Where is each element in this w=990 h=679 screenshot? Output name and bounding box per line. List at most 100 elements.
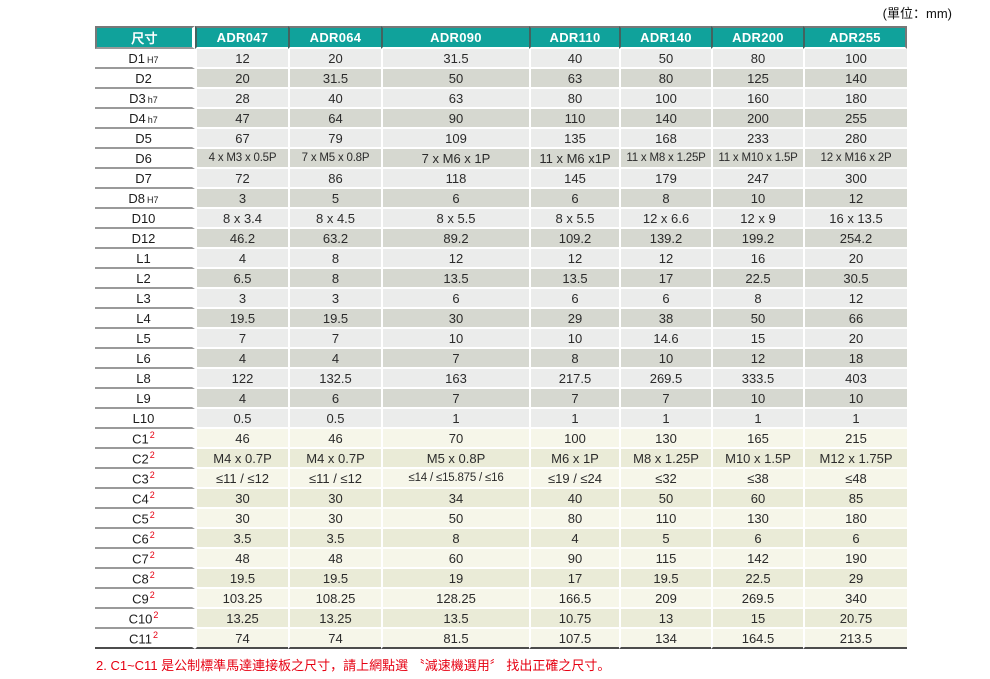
value-cell: 10 bbox=[711, 189, 803, 209]
value-cell: 100 bbox=[619, 89, 711, 109]
value-cell: 125 bbox=[711, 69, 803, 89]
table-row: L6 4 4 7 8 10 12 18 bbox=[95, 349, 907, 369]
value-cell: ≤32 bbox=[619, 469, 711, 489]
value-cell: 5 bbox=[619, 529, 711, 549]
value-cell: M4 x 0.7P bbox=[195, 449, 288, 469]
value-cell: 50 bbox=[619, 49, 711, 69]
footnote-superscript: 2 bbox=[149, 529, 155, 540]
table-row: L9 4 6 7 7 7 10 10 bbox=[95, 389, 907, 409]
table-row: C72 48 48 60 90 115 142 190 bbox=[95, 549, 907, 569]
value-cell: 12 x 6.6 bbox=[619, 209, 711, 229]
footnote-superscript: 2 bbox=[149, 549, 155, 560]
value-cell: 7 bbox=[381, 349, 529, 369]
value-cell: 17 bbox=[619, 269, 711, 289]
table-header-row: 尺寸 ADR047 ADR064 ADR090 ADR110 ADR140 ADR200 AD… bbox=[95, 26, 907, 49]
tolerance-subscript: H7 bbox=[147, 54, 159, 65]
value-cell: 215 bbox=[803, 429, 907, 449]
value-cell: 180 bbox=[803, 89, 907, 109]
value-cell: 134 bbox=[619, 629, 711, 649]
footnote-superscript: 2 bbox=[149, 469, 155, 480]
value-cell: 40 bbox=[529, 489, 619, 509]
value-cell: 30 bbox=[195, 489, 288, 509]
value-cell: 16 bbox=[711, 249, 803, 269]
value-cell: 1 bbox=[711, 409, 803, 429]
value-cell: 31.5 bbox=[288, 69, 381, 89]
row-label: L6 bbox=[95, 349, 195, 369]
value-cell: 168 bbox=[619, 129, 711, 149]
value-cell: 7 bbox=[195, 329, 288, 349]
value-cell: 190 bbox=[803, 549, 907, 569]
value-cell: 85 bbox=[803, 489, 907, 509]
value-cell: 19.5 bbox=[288, 309, 381, 329]
row-label: D6 bbox=[95, 149, 195, 169]
value-cell: 80 bbox=[529, 89, 619, 109]
value-cell: 19 bbox=[381, 569, 529, 589]
table-row: D5 67 79 109 135 168 233 280 bbox=[95, 129, 907, 149]
table-row: D6 4 x M3 x 0.5P 7 x M5 x 0.8P 7 x M6 x 1P 1… bbox=[95, 149, 907, 169]
footnote-superscript: 2 bbox=[152, 629, 158, 640]
row-label: D8 H7 bbox=[95, 189, 195, 209]
value-cell: 8 x 4.5 bbox=[288, 209, 381, 229]
value-cell: ≤11 / ≤12 bbox=[195, 469, 288, 489]
value-cell: 72 bbox=[195, 169, 288, 189]
value-cell: M8 x 1.25P bbox=[619, 449, 711, 469]
value-cell: 110 bbox=[529, 109, 619, 129]
value-cell: 200 bbox=[711, 109, 803, 129]
value-cell: 163 bbox=[381, 369, 529, 389]
value-cell: 40 bbox=[529, 49, 619, 69]
value-cell: 160 bbox=[711, 89, 803, 109]
table-row: C112 74 74 81.5 107.5 134 164.5 213.5 bbox=[95, 629, 907, 649]
value-cell: 31.5 bbox=[381, 49, 529, 69]
value-cell: 47 bbox=[195, 109, 288, 129]
row-label: C22 bbox=[95, 449, 195, 469]
value-cell: 103.25 bbox=[195, 589, 288, 609]
value-cell: 13.5 bbox=[381, 609, 529, 629]
value-cell: 20 bbox=[288, 49, 381, 69]
value-cell: 7 bbox=[288, 329, 381, 349]
table-row: L5 7 7 10 10 14.6 15 20 bbox=[95, 329, 907, 349]
row-label: D1 H7 bbox=[95, 49, 195, 69]
value-cell: 6 bbox=[529, 189, 619, 209]
table-row: C92 103.25 108.25 128.25 166.5 209 269.5 340 bbox=[95, 589, 907, 609]
value-cell: 70 bbox=[381, 429, 529, 449]
value-cell: 7 bbox=[529, 389, 619, 409]
value-cell: 63.2 bbox=[288, 229, 381, 249]
row-label: C32 bbox=[95, 469, 195, 489]
value-cell: 46 bbox=[288, 429, 381, 449]
table-row: D12 46.2 63.2 89.2 109.2 139.2 199.2 254.2 bbox=[95, 229, 907, 249]
table-row: D1 H7 12 20 31.5 40 50 80 100 bbox=[95, 49, 907, 69]
value-cell: 8 bbox=[529, 349, 619, 369]
row-label: C12 bbox=[95, 429, 195, 449]
value-cell: 118 bbox=[381, 169, 529, 189]
value-cell: 89.2 bbox=[381, 229, 529, 249]
table-row: C32 ≤11 / ≤12 ≤11 / ≤12 ≤14 / ≤15.875 / ≤16… bbox=[95, 469, 907, 489]
value-cell: 20 bbox=[803, 329, 907, 349]
value-cell: 7 x M5 x 0.8P bbox=[288, 149, 381, 169]
tolerance-subscript: h7 bbox=[147, 114, 158, 125]
value-cell: 34 bbox=[381, 489, 529, 509]
footnote-superscript: 2 bbox=[149, 569, 155, 580]
value-cell: 8 bbox=[288, 249, 381, 269]
value-cell: 19.5 bbox=[195, 569, 288, 589]
value-cell: 100 bbox=[529, 429, 619, 449]
value-cell: 247 bbox=[711, 169, 803, 189]
model-column-header: ADR255 bbox=[803, 26, 907, 49]
row-label: L1 bbox=[95, 249, 195, 269]
table-row: L4 19.5 19.5 30 29 38 50 66 bbox=[95, 309, 907, 329]
dimension-column-header: 尺寸 bbox=[95, 26, 195, 49]
value-cell: 12 x M16 x 2P bbox=[803, 149, 907, 169]
value-cell: 80 bbox=[529, 509, 619, 529]
value-cell: 12 bbox=[381, 249, 529, 269]
value-cell: 12 bbox=[803, 289, 907, 309]
value-cell: 109 bbox=[381, 129, 529, 149]
model-column-header: ADR047 bbox=[195, 26, 288, 49]
table-row: C62 3.5 3.5 8 4 5 6 6 bbox=[95, 529, 907, 549]
value-cell: 213.5 bbox=[803, 629, 907, 649]
value-cell: 22.5 bbox=[711, 569, 803, 589]
table-row: D4 h7 47 64 90 110 140 200 255 bbox=[95, 109, 907, 129]
value-cell: ≤11 / ≤12 bbox=[288, 469, 381, 489]
value-cell: 7 x M6 x 1P bbox=[381, 149, 529, 169]
value-cell: 130 bbox=[619, 429, 711, 449]
value-cell: 79 bbox=[288, 129, 381, 149]
value-cell: 107.5 bbox=[529, 629, 619, 649]
